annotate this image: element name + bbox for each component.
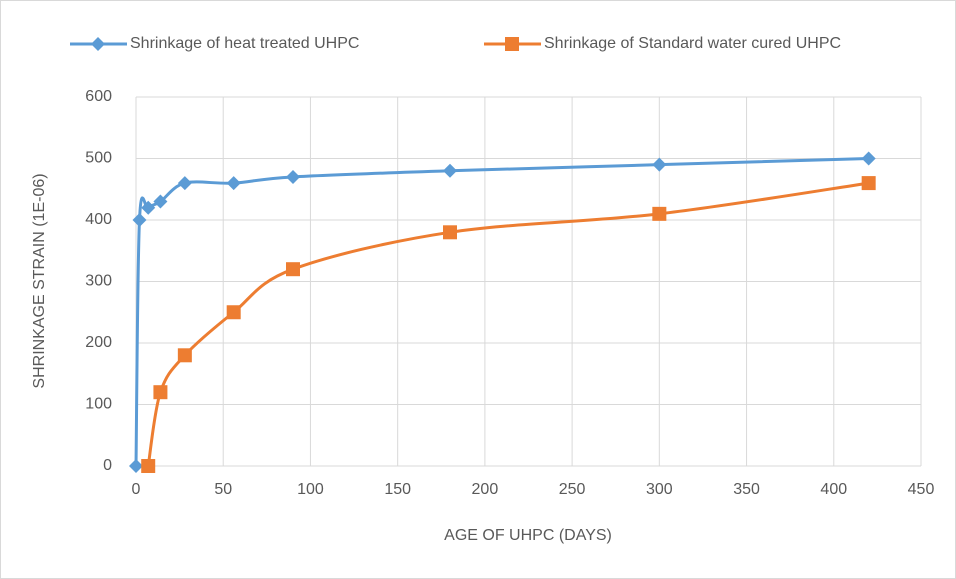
data-point [226, 176, 241, 191]
legend-label: Shrinkage of heat treated UHPC [130, 35, 359, 52]
data-point [443, 225, 457, 240]
data-point [129, 459, 143, 473]
y-tick-label: 300 [85, 273, 112, 290]
x-tick-label: 400 [820, 481, 847, 498]
x-tick-label: 200 [472, 481, 499, 498]
x-tick-label: 0 [132, 481, 141, 498]
y-tick-label: 400 [85, 211, 112, 228]
x-tick-label: 300 [646, 481, 673, 498]
y-tick-label: 100 [85, 396, 112, 413]
y-tick-label: 500 [85, 150, 112, 167]
x-tick-label: 100 [297, 481, 324, 498]
data-point [226, 305, 241, 320]
x-tick-label: 250 [559, 481, 586, 498]
data-point [132, 213, 147, 227]
data-point [153, 385, 168, 400]
data-point [286, 262, 300, 277]
data-point [177, 176, 192, 191]
data-point [861, 151, 876, 166]
x-axis-label: AGE OF UHPC (DAYS) [444, 527, 612, 544]
y-axis-label: SHRINKAGE STRAIN (1E-06) [31, 173, 48, 388]
y-tick-label: 200 [85, 334, 112, 351]
data-point [861, 176, 876, 191]
data-point [443, 163, 457, 178]
series-line [146, 181, 869, 467]
x-tick-label: 450 [908, 481, 935, 498]
legend-marker [91, 37, 105, 51]
x-tick-label: 350 [733, 481, 760, 498]
data-point [141, 459, 156, 473]
data-point [177, 348, 192, 363]
data-point [652, 206, 667, 221]
x-tick-label: 150 [384, 481, 411, 498]
legend-label: Shrinkage of Standard water cured UHPC [544, 35, 841, 52]
legend-marker [505, 37, 519, 51]
y-tick-label: 0 [103, 457, 112, 474]
data-point [153, 194, 168, 209]
data-point [141, 200, 156, 215]
x-tick-label: 50 [214, 481, 232, 498]
y-tick-label: 600 [85, 88, 112, 105]
data-point [652, 157, 667, 172]
data-point [286, 169, 300, 184]
